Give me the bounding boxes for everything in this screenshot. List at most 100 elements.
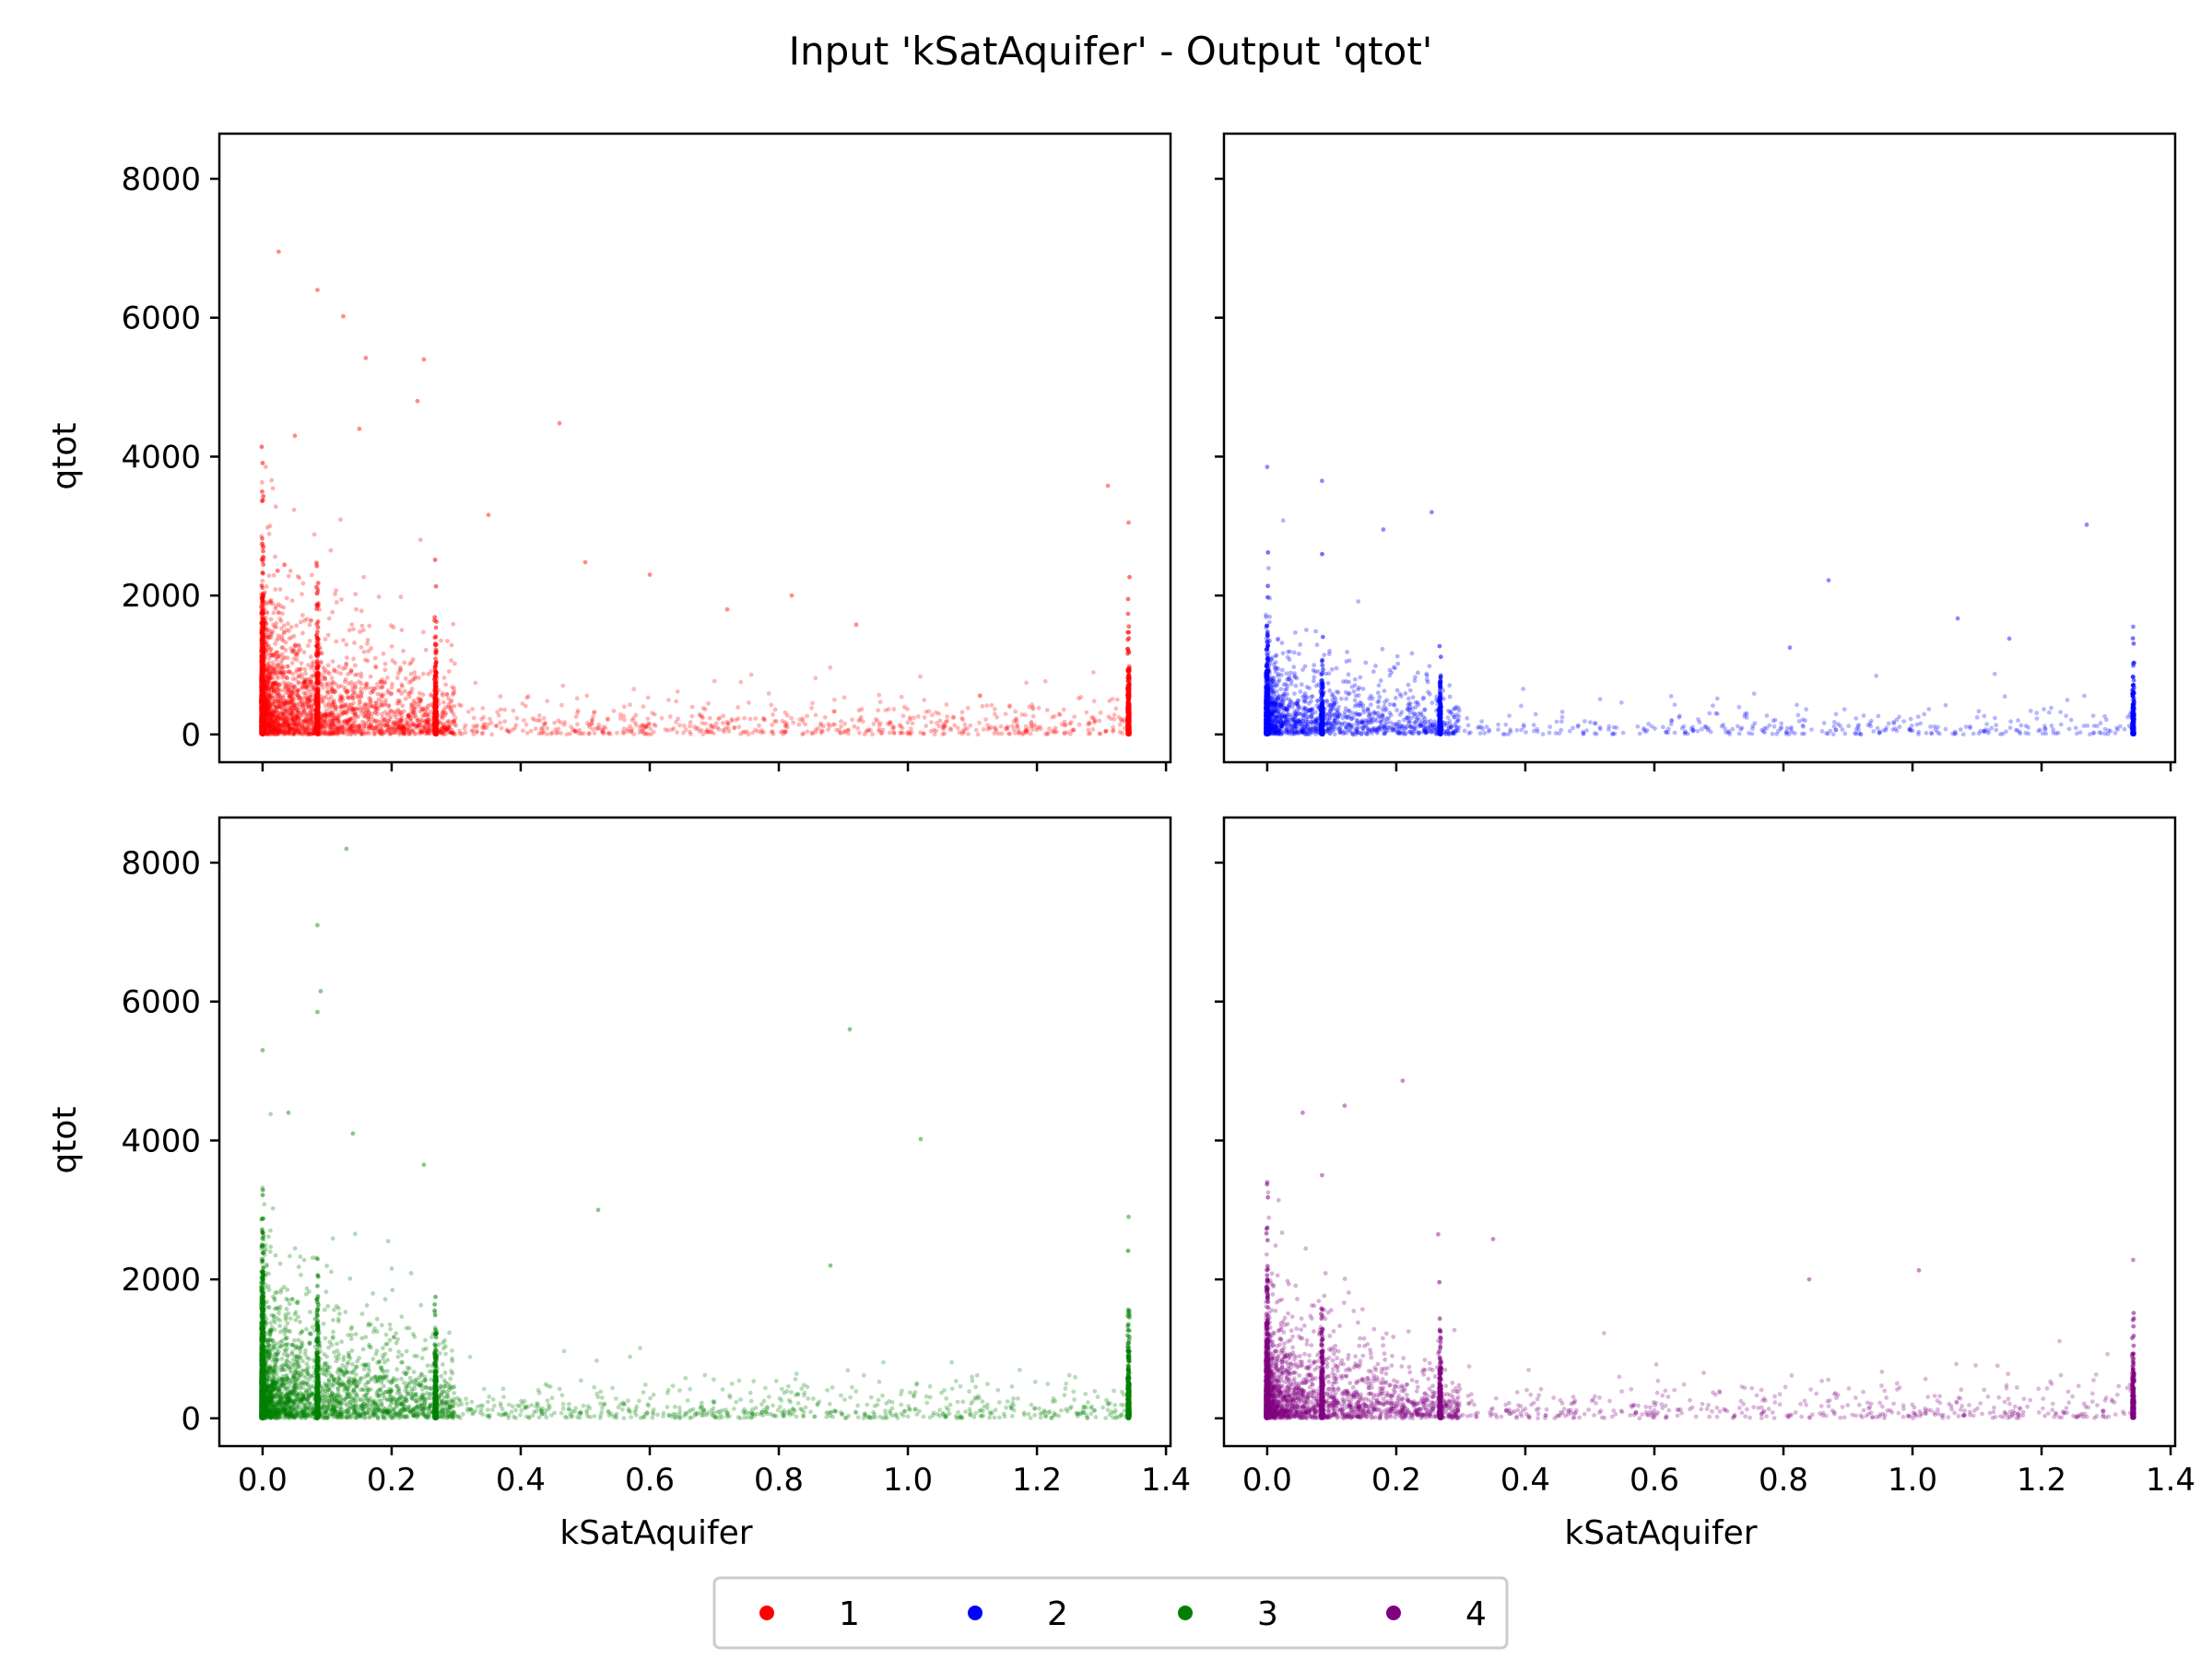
data-point (827, 724, 832, 729)
data-point (1126, 624, 1132, 629)
y-tick-label: 8000 (121, 161, 201, 198)
y-tick-label: 6000 (121, 300, 201, 337)
data-point (444, 692, 450, 698)
data-point (440, 715, 445, 721)
data-point (607, 732, 613, 736)
data-point (338, 704, 344, 710)
data-point (259, 660, 265, 665)
data-point (297, 575, 302, 581)
data-point (417, 676, 421, 680)
data-point (932, 732, 937, 737)
data-point (427, 731, 432, 736)
data-point (659, 715, 665, 721)
data-point (309, 572, 314, 578)
data-point (330, 702, 335, 708)
data-point (450, 719, 455, 724)
data-point (545, 725, 550, 731)
data-point (343, 719, 347, 724)
data-point (834, 727, 839, 733)
data-point (422, 709, 428, 714)
data-point (432, 695, 438, 700)
data-point (271, 709, 276, 714)
data-point (282, 562, 288, 568)
data-point (305, 696, 311, 700)
data-point (288, 711, 293, 716)
data-point (922, 698, 927, 702)
data-point (335, 712, 340, 717)
data-point (1030, 713, 1036, 719)
data-point (296, 651, 300, 655)
data-point (303, 679, 308, 685)
data-point (314, 643, 319, 649)
data-point (280, 701, 286, 706)
data-point (275, 709, 280, 714)
data-point (315, 288, 320, 292)
data-point (279, 658, 284, 664)
data-point (359, 623, 365, 629)
data-point (273, 732, 277, 737)
data-point (536, 713, 542, 718)
data-point (382, 680, 387, 686)
data-point (400, 724, 406, 728)
data-point (282, 727, 288, 733)
data-point (291, 731, 297, 735)
data-point (440, 690, 445, 696)
data-point (324, 713, 329, 719)
data-point (335, 716, 340, 721)
data-point (274, 715, 279, 721)
data-point (363, 711, 368, 716)
data-point (451, 732, 456, 736)
data-point (287, 725, 292, 731)
data-point (315, 680, 321, 685)
data-point (1120, 731, 1125, 735)
data-point (260, 596, 265, 602)
data-point (279, 706, 285, 711)
data-point (375, 691, 381, 697)
data-point (681, 724, 687, 728)
data-point (1091, 699, 1097, 704)
data-point (280, 669, 286, 675)
data-point (388, 730, 394, 735)
data-point (839, 719, 843, 724)
data-point (389, 623, 394, 629)
data-point (441, 710, 447, 715)
data-point (390, 722, 395, 727)
data-point (386, 728, 391, 733)
data-point (310, 716, 315, 722)
data-point (524, 731, 530, 735)
data-point (315, 673, 321, 677)
data-point (276, 729, 281, 734)
data-point (302, 677, 308, 683)
data-point (747, 716, 753, 722)
data-point (364, 681, 370, 687)
data-point (523, 703, 528, 709)
data-point (286, 621, 290, 627)
data-point (268, 713, 273, 718)
data-point (343, 727, 348, 732)
data-point (268, 711, 274, 716)
data-point (307, 622, 312, 628)
data-point (354, 606, 359, 612)
data-point (339, 712, 345, 717)
data-point (285, 702, 290, 707)
data-point (820, 729, 825, 734)
data-point (297, 701, 302, 706)
data-point (320, 720, 325, 725)
data-point (292, 729, 298, 735)
data-point (409, 729, 415, 734)
data-point (288, 693, 293, 699)
data-point (314, 695, 319, 700)
data-point (433, 634, 439, 640)
data-point (345, 688, 350, 693)
data-point (629, 718, 635, 723)
data-point (303, 704, 309, 710)
data-point (291, 692, 296, 698)
data-point (271, 687, 276, 692)
data-point (398, 710, 404, 715)
data-point (327, 712, 332, 717)
data-point (283, 732, 288, 736)
data-point (300, 681, 305, 687)
data-point (276, 724, 282, 728)
data-point (1030, 706, 1036, 712)
data-point (735, 705, 740, 710)
